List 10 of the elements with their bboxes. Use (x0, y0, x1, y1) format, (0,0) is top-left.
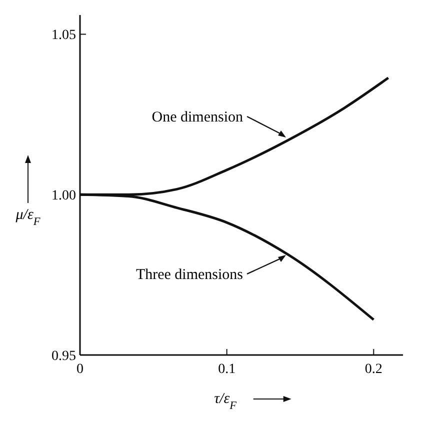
x-tick-label: 0.1 (218, 362, 236, 377)
x-tick-label: 0.2 (364, 362, 382, 377)
annotation: One dimension (152, 110, 244, 126)
y-tick-label: 1.05 (52, 28, 76, 44)
y-tick-label: 0.95 (52, 348, 76, 364)
x-tick-label: 0 (76, 362, 84, 377)
y-tick-label: 1.00 (52, 188, 76, 204)
annotation: Three dimensions (136, 267, 244, 284)
y-axis-title: μ/ε$_{F}$ (14, 207, 40, 228)
x-axis-title: τ/ε$_{F}$ (214, 391, 237, 412)
